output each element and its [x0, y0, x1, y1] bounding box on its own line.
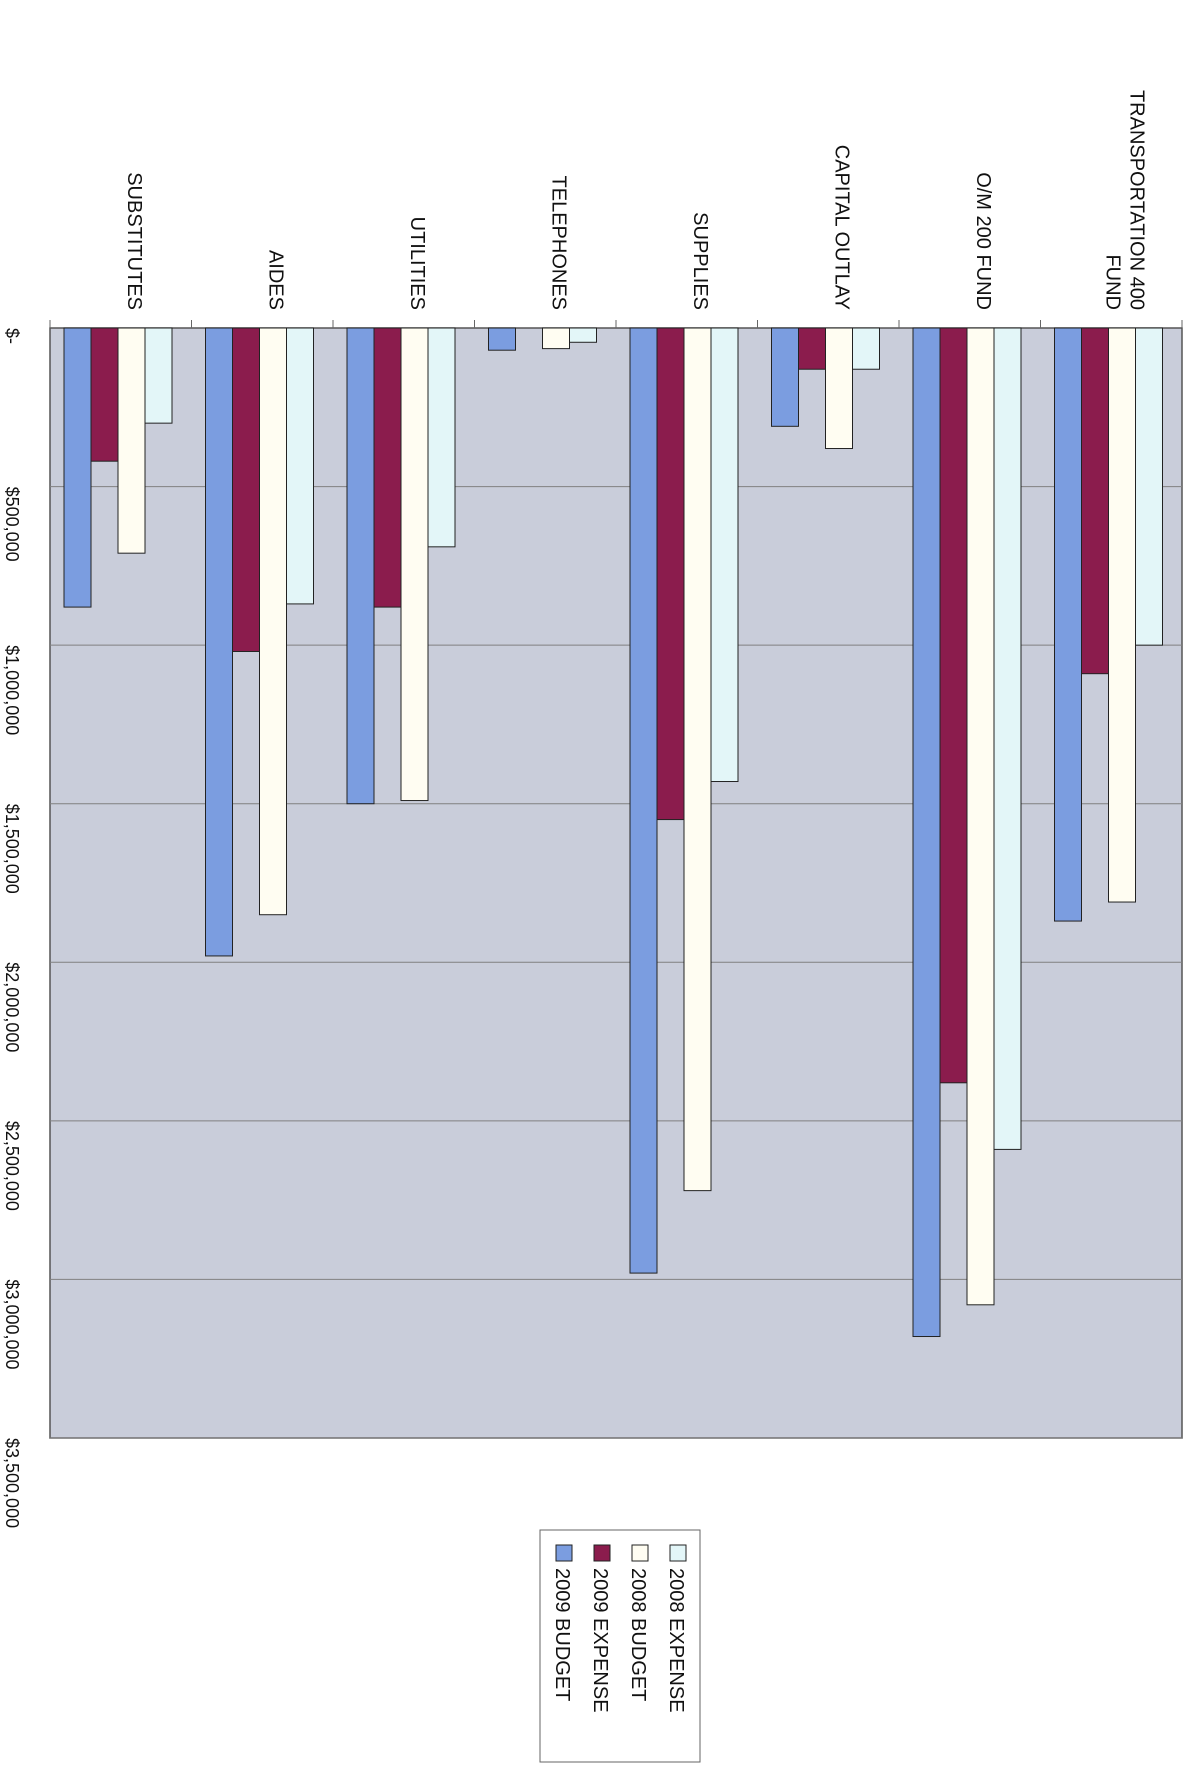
bar — [259, 327, 287, 916]
legend-swatch — [555, 1544, 573, 1562]
bar — [939, 327, 968, 1084]
value-axis-ticks: $- $500,000 $1,000,000 $1,500,000 $2,000,000… — [2, 328, 22, 1528]
bar — [683, 327, 712, 1192]
tick-label: $- — [2, 328, 22, 344]
bar — [117, 327, 146, 554]
tick-label: $1,500,000 — [2, 804, 22, 894]
tick-label: $2,500,000 — [2, 1121, 22, 1211]
legend-swatch — [631, 1544, 649, 1562]
bars — [63, 327, 1163, 1338]
bar — [400, 327, 429, 802]
bar — [63, 327, 92, 608]
tick-label: $2,000,000 — [2, 962, 22, 1052]
bar — [656, 327, 685, 821]
bar — [629, 327, 658, 1274]
category-label: SUBSTITUTES — [123, 172, 145, 310]
category-label: TRANSPORTATION 400 — [1125, 90, 1147, 310]
bar — [825, 327, 853, 450]
category-label: SUPPLIES — [689, 212, 711, 310]
legend-label: 2008 BUDGET — [627, 1568, 649, 1701]
legend-swatch — [593, 1544, 611, 1562]
bar — [542, 327, 570, 350]
legend-label: 2009 EXPENSE — [589, 1568, 611, 1713]
tick-label: $3,000,000 — [2, 1279, 22, 1369]
bar — [1081, 327, 1109, 675]
category-label: UTILITIES — [406, 217, 428, 310]
category-label: TELEPHONES — [547, 176, 569, 310]
bar — [373, 327, 402, 608]
bar — [771, 327, 799, 427]
legend: 2008 EXPENSE 2008 BUDGET 2009 EXPENSE 2009 … — [539, 1529, 701, 1763]
bar — [144, 327, 173, 424]
tick-label: $3,500,000 — [2, 1438, 22, 1528]
bar — [346, 327, 375, 805]
legend-swatch — [669, 1544, 687, 1562]
bar — [798, 327, 826, 370]
bar — [710, 327, 739, 783]
category-label: CAPITAL OUTLAY — [830, 145, 852, 310]
legend-label: 2008 EXPENSE — [665, 1568, 687, 1713]
category-labels: SUBSTITUTES AIDES UTILITIES TELEPHONES SUPPL… — [123, 90, 1148, 310]
bar — [1054, 327, 1082, 922]
legend-box — [539, 1529, 701, 1763]
bar — [993, 327, 1022, 1150]
bar — [852, 327, 880, 370]
bar — [569, 327, 597, 343]
bar — [205, 327, 233, 957]
tick-label: $1,000,000 — [2, 645, 22, 735]
bar — [912, 327, 941, 1338]
bar — [1108, 327, 1136, 903]
legend-label: 2009 BUDGET — [551, 1568, 573, 1701]
bar — [1135, 327, 1163, 646]
bar — [966, 327, 995, 1306]
bar — [286, 327, 314, 605]
category-label: AIDES — [264, 250, 286, 310]
bar — [427, 327, 456, 548]
category-label: FUND — [1101, 254, 1123, 310]
tick-label: $500,000 — [2, 487, 22, 562]
category-label: O/M 200 FUND — [972, 172, 994, 310]
bar — [90, 327, 119, 462]
bar — [232, 327, 260, 652]
bar — [488, 327, 516, 351]
